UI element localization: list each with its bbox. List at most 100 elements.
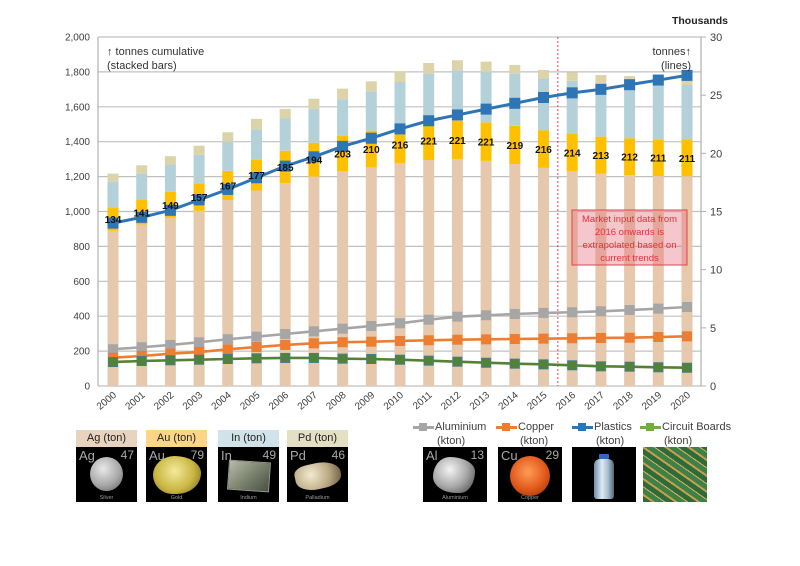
right-axis-tick-label: 25 (710, 90, 722, 102)
plastics-marker (164, 204, 176, 216)
stacked-bar-line-chart: Market input data from 2016 onwards is ext… (65, 15, 728, 413)
aluminium-image: Al 13 Aluminium (423, 447, 487, 502)
legend-label-copper: Copper (518, 421, 555, 433)
stacked-bars (107, 60, 693, 386)
element-name: Silver (99, 495, 114, 501)
circuit-boards-marker (136, 355, 147, 366)
element-name: Indium (240, 495, 257, 501)
bar-segment-in (538, 78, 549, 131)
plastics-line-swatch-icon (572, 422, 593, 432)
bar-segment-pd (365, 81, 377, 92)
indium-bar-icon (227, 459, 271, 493)
bar-segment-ag (681, 176, 693, 386)
copper-marker (423, 335, 434, 346)
legend-item-au: Au (ton) Au 79 Gold (146, 430, 207, 502)
aluminium-marker (194, 337, 205, 348)
au-data-label: 212 (621, 153, 638, 164)
plastics-marker (308, 151, 320, 163)
au-data-label: 141 (133, 208, 150, 219)
bar-segment-ag (365, 167, 377, 386)
legend-unit-circuit-boards: (kton) (664, 435, 693, 447)
atomic-number: 79 (190, 448, 204, 462)
bar-segment-ag (595, 173, 607, 386)
bar-segment-au (337, 135, 349, 172)
copper-marker (567, 333, 578, 344)
aluminium-marker (682, 302, 692, 313)
x-axis-tick-label: 2011 (411, 390, 435, 413)
aluminium-marker (308, 326, 319, 337)
legend-unit-aluminium: (kton) (437, 435, 466, 447)
copper-marker (682, 331, 692, 342)
bar-segment-in (164, 164, 176, 192)
extrapolation-annotation: Market input data from 2016 onwards is ext… (557, 37, 688, 386)
copper-marker (481, 334, 492, 345)
plastics-marker (136, 211, 148, 223)
plastics-marker (107, 217, 119, 229)
aluminium-chunk-icon (433, 457, 475, 493)
bar-segment-pd (538, 69, 549, 79)
left-axis-tick-label: 400 (73, 312, 90, 323)
bar-segment-au (681, 139, 693, 177)
bar-segment-in (681, 84, 693, 140)
bar-segment-ag (624, 175, 636, 386)
atomic-number: 29 (545, 448, 559, 462)
legend-label-pd: Pd (ton) (287, 430, 348, 447)
plastics-marker (681, 69, 693, 81)
circuit-boards-marker (624, 361, 635, 372)
left-axis-tick-label: 600 (73, 277, 90, 288)
x-axis-tick-label: 2017 (583, 390, 607, 413)
annotation-text: extrapolated based on (582, 240, 676, 251)
bar-segment-in (595, 84, 607, 137)
circuit-boards-line-swatch-icon (640, 422, 661, 432)
aluminium-marker (481, 310, 492, 321)
left-axis-tick-label: 1,400 (65, 137, 90, 148)
legend-item-circuit-boards: Circuit Boards (kton) (640, 420, 731, 448)
palladium-chunk-icon (292, 458, 344, 494)
silver-coin-image: Ag 47 Silver (76, 447, 137, 502)
left-axis-tick-label: 200 (73, 347, 90, 358)
right-axis-tick-label: 5 (710, 323, 716, 335)
silver-coin-icon (90, 457, 123, 491)
left-axis-tick-label: 1,800 (65, 67, 90, 78)
copper-marker (395, 335, 405, 346)
bar-segment-ag (566, 171, 578, 386)
bar-segment-in (279, 118, 291, 151)
bar-segment-ag (164, 217, 176, 386)
element-symbol: Pd (290, 448, 306, 463)
copper-marker (509, 334, 520, 345)
bar-segment-ag (107, 230, 119, 386)
bottle-cap-icon (599, 454, 609, 459)
au-data-label: 221 (478, 138, 495, 149)
x-axis-tick-label: 2016 (554, 390, 578, 413)
right-axis-title: (lines) (661, 60, 691, 72)
bar-segment-au (566, 134, 578, 172)
copper-marker (366, 336, 377, 347)
au-data-label: 213 (593, 151, 610, 162)
plastics-marker (595, 83, 607, 95)
bar-segment-pd (222, 132, 234, 142)
bar-segment-ag (394, 163, 406, 386)
aluminium-marker (653, 303, 664, 314)
legend-item-aluminium: Aluminium (kton) (413, 420, 486, 448)
element-symbol: In (221, 448, 232, 463)
au-data-label: 210 (363, 145, 380, 156)
au-data-label: 167 (219, 181, 236, 192)
bar-segment-ag (337, 171, 349, 386)
au-data-label: 185 (277, 163, 294, 174)
plastics-marker (566, 87, 578, 99)
line-series (107, 69, 693, 373)
bar-segment-ag (423, 160, 435, 386)
plastics-marker (279, 160, 291, 172)
indium-bar-image: In 49 Indium (218, 447, 279, 502)
bar-segment-in (222, 141, 234, 171)
gold-nugget-image: Au 79 Gold (146, 447, 207, 502)
plastics-marker (222, 183, 234, 195)
circuit-boards-marker (222, 354, 233, 365)
au-data-label: 211 (650, 154, 667, 165)
copper-image: Cu 29 Copper (498, 447, 562, 502)
bar-segment-in (480, 71, 492, 123)
right-axis-title: tonnes↑ (652, 46, 691, 58)
copper-line-swatch-icon (496, 422, 517, 432)
bar-segment-pd (394, 71, 406, 83)
legend-item-pd: Pd (ton) Pd 46 Palladium (287, 430, 348, 502)
